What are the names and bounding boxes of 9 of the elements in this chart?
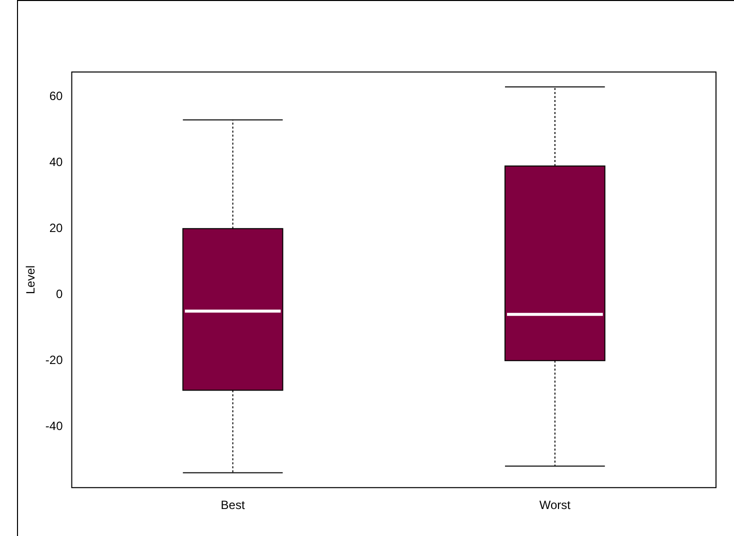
y-tick-label: 20 xyxy=(49,220,64,235)
y-tick-label: 0 xyxy=(56,286,64,301)
y-tick-label: -20 xyxy=(45,352,64,367)
y-tick-label: 60 xyxy=(49,89,64,104)
y-tick-label: -40 xyxy=(45,418,64,433)
y-axis-title: Level xyxy=(24,265,38,294)
x-tick-label: Worst xyxy=(539,498,572,512)
y-tick-label: 40 xyxy=(49,155,64,170)
x-tick-label: Best xyxy=(220,498,246,512)
